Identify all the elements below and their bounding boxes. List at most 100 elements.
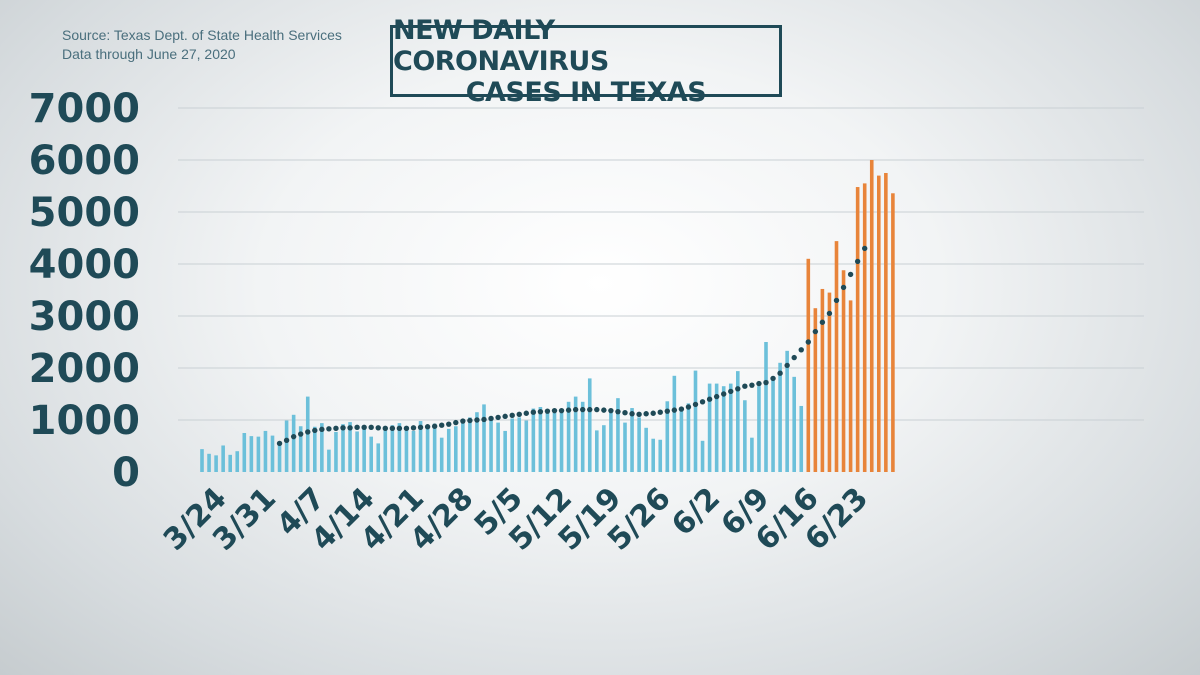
y-tick-label: 0: [112, 450, 140, 496]
trend-dot: [587, 406, 593, 413]
bar-blue: [771, 376, 775, 472]
bar-blue: [369, 436, 373, 472]
trend-dot: [375, 425, 381, 431]
trend-dot: [305, 429, 311, 435]
bar-blue: [764, 342, 768, 472]
trend-dot: [347, 425, 353, 431]
trend-dot: [791, 354, 797, 361]
trend-dot: [340, 425, 346, 431]
trend-dot: [298, 431, 304, 437]
bar-orange: [848, 300, 853, 472]
trend-dot: [495, 414, 501, 421]
trend-dot: [424, 424, 431, 430]
bar-blue: [679, 409, 684, 472]
bar-blue: [207, 453, 211, 472]
bar-orange: [869, 160, 874, 472]
trend-dot: [763, 379, 769, 386]
trend-dot: [671, 407, 678, 413]
trend-dot: [551, 407, 558, 414]
trend-dot: [537, 408, 544, 415]
x-tick-label: 6/2: [665, 481, 727, 543]
bar-blue: [623, 422, 627, 472]
trend-dot: [319, 426, 325, 433]
trend-dot: [565, 407, 572, 413]
bar-orange: [855, 187, 860, 473]
trend-dot: [777, 370, 783, 376]
trend-dot: [502, 413, 508, 420]
trend-dot: [664, 408, 670, 414]
trend-dot: [826, 310, 833, 317]
trend-dot: [403, 425, 410, 432]
trend-dot: [805, 339, 811, 345]
bar-blue: [376, 443, 381, 472]
bar-orange: [834, 241, 839, 472]
trend-dot: [509, 412, 515, 419]
y-tick-label: 7000: [29, 86, 140, 132]
x-axis-ticks: 3/243/314/74/144/214/285/55/125/195/266/…: [157, 481, 875, 558]
bar-blue: [242, 433, 247, 472]
trend-dot: [417, 424, 424, 430]
bar-blue: [503, 430, 507, 472]
bar-blue: [277, 444, 282, 472]
trend-dot: [728, 388, 734, 395]
bar-blue: [637, 417, 641, 472]
bar-blue: [545, 413, 550, 472]
trend-dot: [333, 425, 339, 432]
data-through-line: Data through June 27, 2020: [62, 46, 236, 62]
trend-dot: [749, 382, 755, 388]
bar-orange: [891, 193, 895, 472]
bar-blue: [714, 383, 719, 472]
bar-blue: [256, 436, 261, 472]
trend-dot: [692, 401, 699, 408]
bar-blue: [792, 376, 796, 472]
trend-dot: [770, 375, 776, 382]
bar-blue: [587, 378, 592, 472]
bar-blue: [750, 437, 754, 472]
trend-dot: [784, 362, 790, 369]
bar-blue: [341, 424, 345, 472]
bar-blue: [616, 398, 620, 472]
trend-dot: [530, 409, 537, 415]
trend-dot: [706, 396, 713, 402]
bar-blue: [397, 423, 402, 472]
trend-dot: [615, 408, 621, 415]
bar-blue: [221, 445, 225, 472]
bar-blue: [743, 400, 747, 472]
bar-blue: [298, 426, 303, 472]
bar-orange: [862, 183, 867, 472]
bar-blue: [390, 425, 395, 472]
trend-dot: [382, 425, 388, 432]
trend-dot: [854, 258, 861, 265]
bar-orange: [806, 258, 811, 472]
y-tick-label: 3000: [29, 294, 140, 340]
trend-dot: [601, 407, 607, 413]
bar-orange: [827, 292, 832, 472]
bar-blue: [665, 401, 670, 472]
bar-blue: [496, 422, 500, 472]
bar-blue: [531, 408, 536, 472]
chart-title-line-1: NEW DAILY CORONAVIRUS: [393, 14, 609, 77]
bar-blue: [686, 403, 691, 472]
trend-dot: [488, 415, 494, 422]
trend-dot: [756, 380, 762, 387]
y-tick-label: 5000: [29, 190, 140, 236]
source-note: Source: Texas Dept. of State Health Serv…: [62, 26, 342, 64]
bars: [200, 160, 895, 473]
bar-blue: [707, 383, 712, 472]
trend-dot: [721, 391, 727, 397]
bar-blue: [320, 423, 324, 472]
bar-blue: [602, 425, 606, 472]
gridlines: [178, 107, 1144, 421]
bar-blue: [418, 421, 423, 472]
trend-dot: [474, 417, 480, 423]
bar-blue: [475, 412, 479, 472]
bar-orange: [841, 270, 846, 472]
trend-dot: [657, 409, 663, 415]
bar-blue: [489, 418, 493, 472]
trend-dot: [572, 406, 579, 413]
trend-dot: [467, 417, 473, 424]
trend-dot: [410, 425, 417, 431]
trend-dot: [389, 425, 396, 432]
